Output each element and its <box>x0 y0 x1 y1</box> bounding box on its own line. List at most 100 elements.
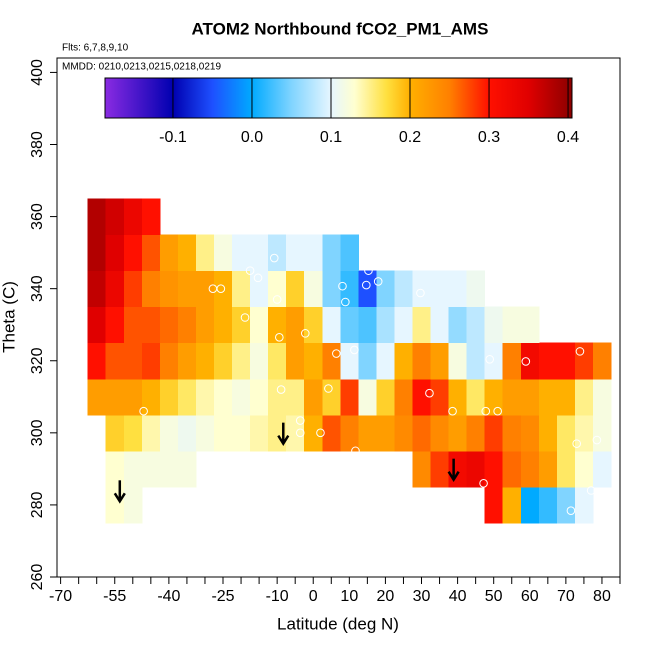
heatmap-cell <box>304 378 323 416</box>
heatmap-cell <box>592 378 612 416</box>
sample-point <box>295 428 305 438</box>
heatmap-cell <box>502 450 522 488</box>
y-tick-label: 280 <box>29 491 46 518</box>
heatmap-cell <box>105 270 125 308</box>
arrow <box>113 480 126 504</box>
heatmap-cell <box>340 234 359 272</box>
heatmap-cell <box>574 450 594 488</box>
heatmap-cell <box>520 378 540 416</box>
heatmap-cell <box>232 414 251 452</box>
x-tick-label: -40 <box>157 588 180 605</box>
heatmap-cell <box>232 378 251 416</box>
heatmap-cell <box>286 378 305 416</box>
heatmap-cell <box>268 234 287 272</box>
heatmap-cell <box>123 306 143 344</box>
heatmap-cell <box>232 234 251 272</box>
heatmap-cell <box>556 486 576 524</box>
x-tick-label: 10 <box>340 588 358 605</box>
heatmap-cell <box>574 414 594 452</box>
heatmap-cell <box>286 234 305 272</box>
heatmap-cell <box>250 270 269 308</box>
heatmap-cell <box>213 342 233 380</box>
heatmap-cell <box>448 342 468 380</box>
sample-point <box>493 406 502 416</box>
sample-point <box>300 329 310 338</box>
heatmap-cell <box>87 270 107 308</box>
heatmap-cell <box>159 306 179 344</box>
heatmap-cell <box>520 450 540 488</box>
heatmap-cell <box>268 306 287 344</box>
heatmap-cell <box>574 342 594 380</box>
heatmap-cell <box>556 414 576 452</box>
heatmap-cell <box>340 414 359 452</box>
heatmap-cell <box>574 486 594 524</box>
heatmap-cell <box>538 486 558 524</box>
heatmap-cell <box>430 306 450 344</box>
x-tick-label: -55 <box>103 588 126 605</box>
heatmap-cell <box>484 378 504 416</box>
heatmap-cell <box>448 270 468 308</box>
sample-point <box>481 406 491 416</box>
heatmap-cell <box>123 234 143 272</box>
heatmap-cell <box>286 270 305 308</box>
heatmap-cell <box>502 306 522 344</box>
heatmap-cell <box>87 342 107 380</box>
x-tick-label: 70 <box>557 588 575 605</box>
heatmap-cell <box>322 234 341 272</box>
y-tick-label: 400 <box>29 59 46 86</box>
sample-point <box>269 253 279 263</box>
heatmap-cell <box>141 450 161 488</box>
heatmap-cell <box>232 342 251 380</box>
heatmap-cell <box>195 378 215 416</box>
heatmap-cell <box>376 414 395 452</box>
sample-point <box>253 273 263 283</box>
sample-point <box>332 349 341 358</box>
y-tick-label: 300 <box>29 419 46 446</box>
heatmap-cell <box>322 270 341 308</box>
sample-point <box>324 384 333 393</box>
heatmap-cell <box>376 342 395 380</box>
heatmap-cell <box>213 414 233 452</box>
sample-point <box>479 478 488 488</box>
heatmap-cell <box>213 234 233 272</box>
heatmap-cell <box>340 342 359 380</box>
heatmap-cell <box>123 342 143 380</box>
sample-point <box>351 446 360 456</box>
heatmap-cell <box>213 378 233 416</box>
annotation: MMDD: 0210,0213,0215,0218,0219 <box>62 62 221 73</box>
heatmap-cell <box>358 414 377 452</box>
heatmap-cell <box>177 450 197 488</box>
heatmap-cell <box>484 306 504 344</box>
sample-point <box>572 439 581 448</box>
heatmap-cell <box>520 306 540 344</box>
heatmap-cell <box>141 234 161 272</box>
heatmap-cell <box>123 378 143 416</box>
colorbar-tick-label: -0.1 <box>159 129 187 146</box>
heatmap-cell <box>430 414 450 452</box>
heatmap-cell <box>430 342 450 380</box>
heatmap-cell <box>592 450 612 488</box>
heatmap-cell <box>466 270 486 308</box>
subtitle: Flts: 6,7,8,9,10 <box>62 43 129 54</box>
heatmap-cell <box>195 234 215 272</box>
heatmap-cell <box>87 378 107 416</box>
x-tick-label: 40 <box>449 588 467 605</box>
heatmap-cell <box>376 306 395 344</box>
heatmap-cell <box>123 198 143 236</box>
heatmap-cell <box>195 270 215 308</box>
heatmap-cell <box>141 306 161 344</box>
heatmap-cell <box>466 378 486 416</box>
heatmap-cell <box>394 378 413 416</box>
heatmap-cell <box>322 342 341 380</box>
heatmap-cell <box>394 414 413 452</box>
heatmap-cell <box>159 234 179 272</box>
sample-point <box>272 295 282 304</box>
heatmap-cell <box>286 414 305 452</box>
heatmap-cell <box>484 450 504 488</box>
heatmap-cell <box>430 270 450 308</box>
heatmap-cell <box>484 342 504 380</box>
colorbar-tick-label: 0.0 <box>241 129 263 146</box>
colorbar-tick-label: 0.1 <box>320 129 342 146</box>
heatmap-cell <box>123 486 143 524</box>
sample-point <box>575 347 585 356</box>
